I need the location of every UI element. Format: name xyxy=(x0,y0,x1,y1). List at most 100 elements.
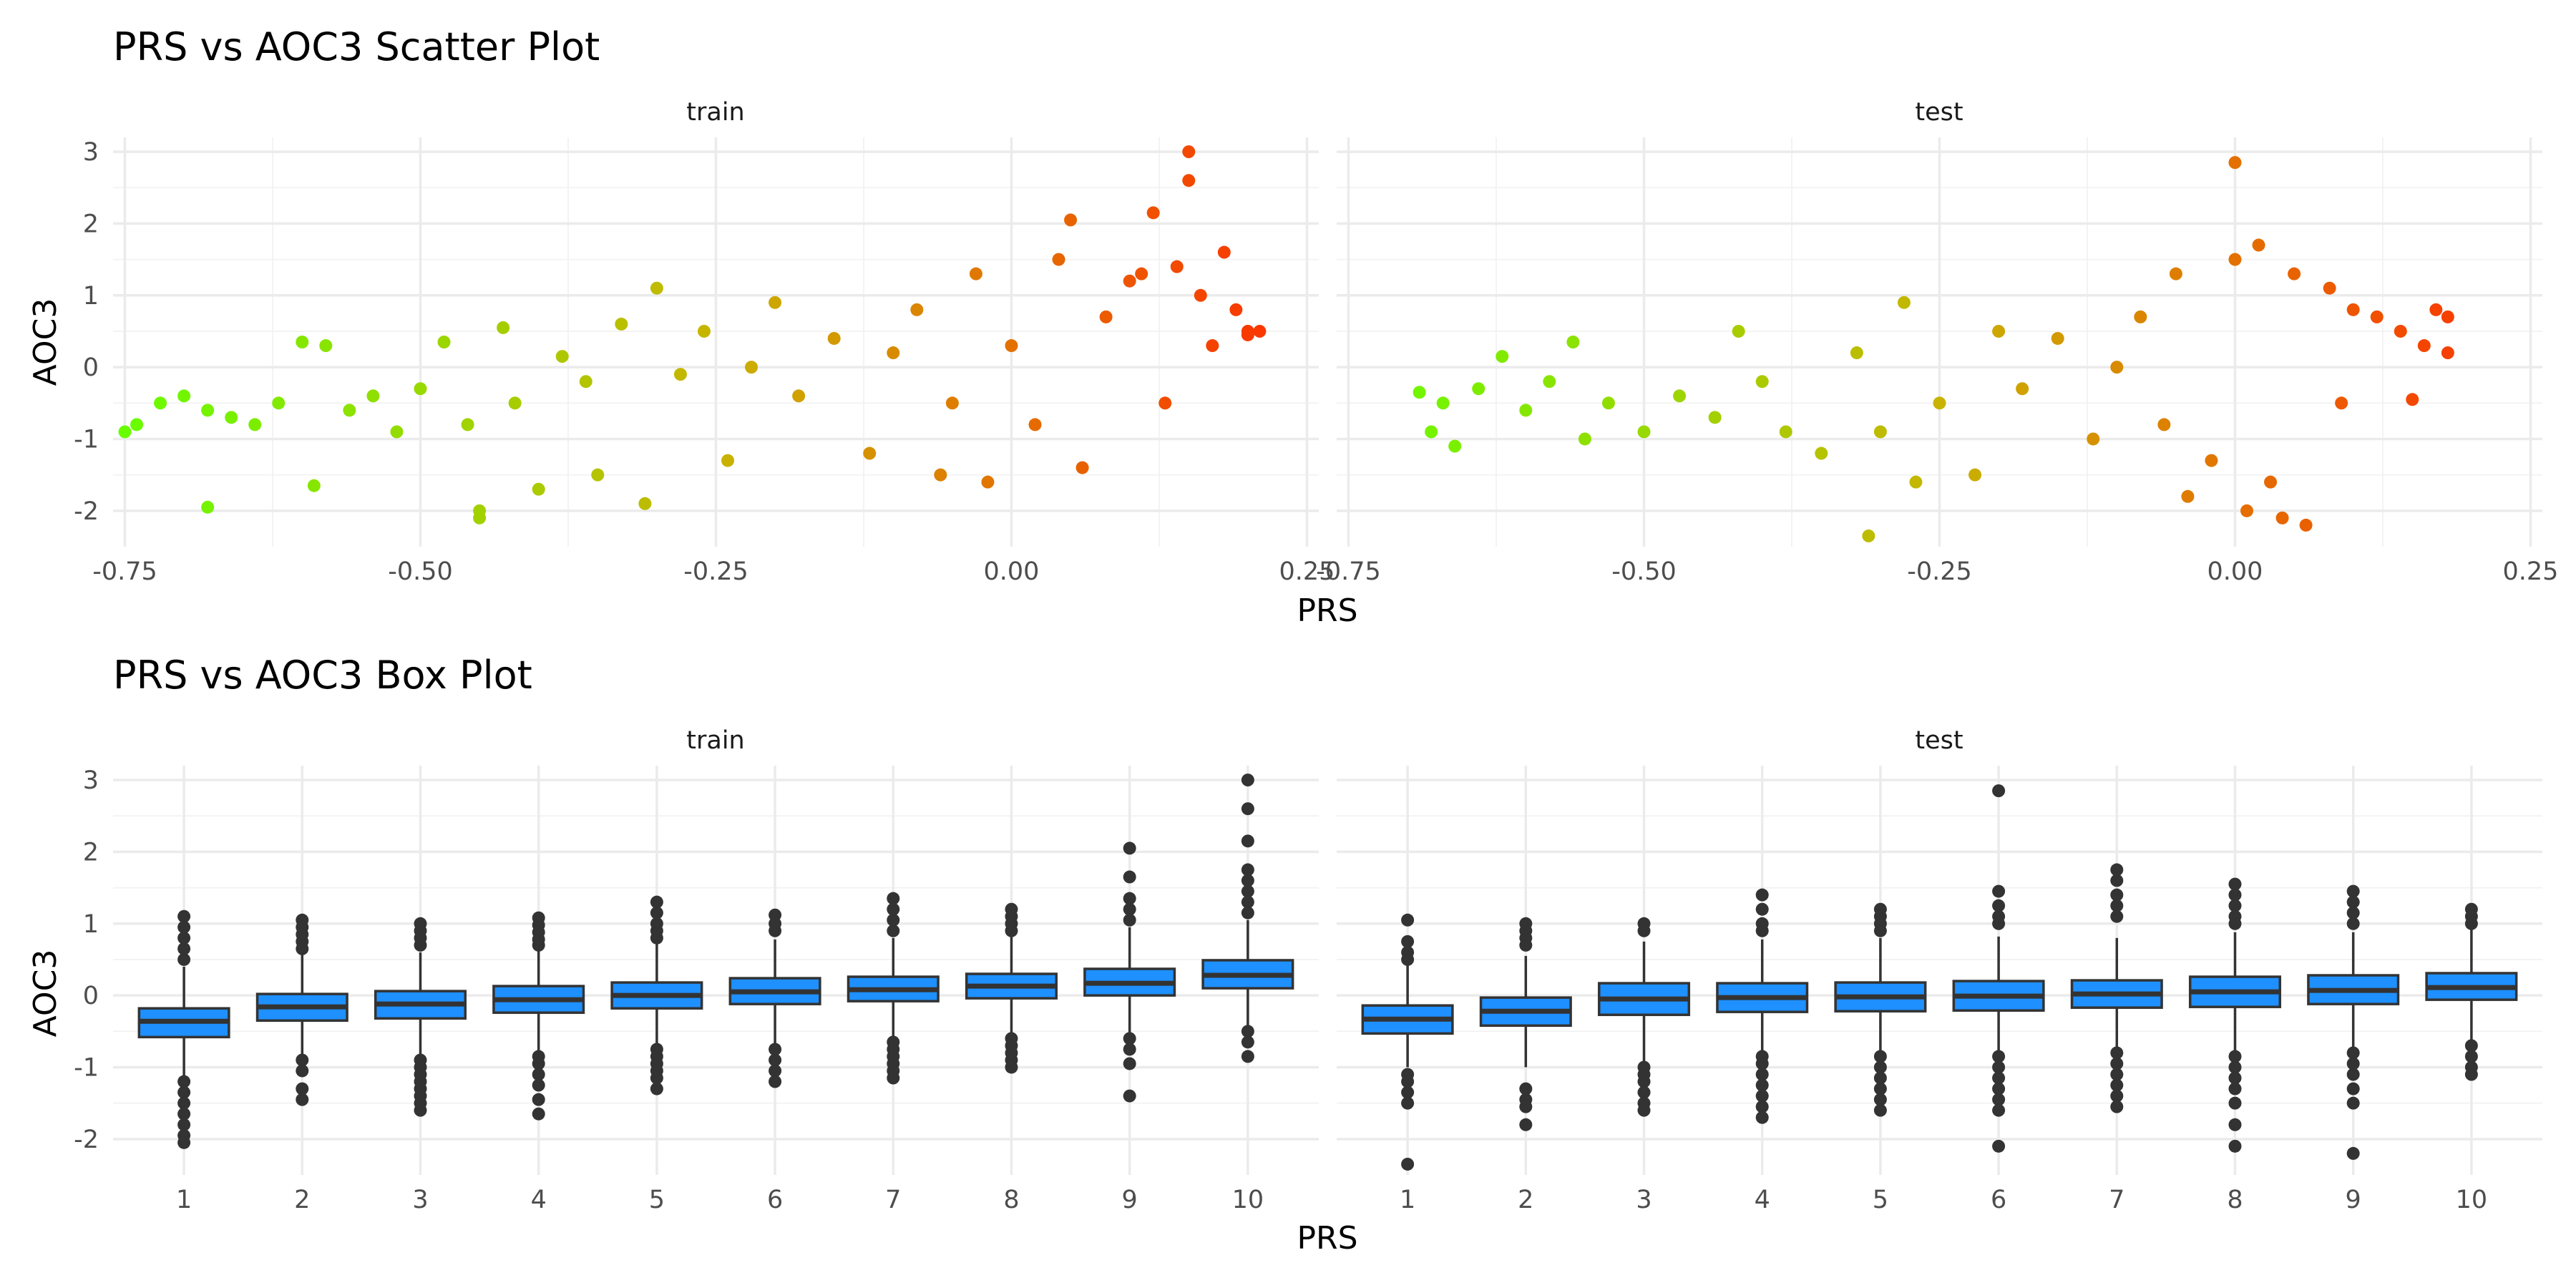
outlier-point xyxy=(1873,1050,1887,1063)
outlier-point xyxy=(1241,895,1254,909)
outlier-point xyxy=(2464,917,2478,930)
outlier-point xyxy=(1992,1082,2006,1096)
x-tick-label: 10 xyxy=(1232,1186,1264,1214)
scatter-point xyxy=(1413,386,1426,399)
scatter-point xyxy=(969,267,982,280)
outlier-point xyxy=(1755,1078,1769,1092)
scatter-point xyxy=(201,500,215,514)
scatter-point xyxy=(673,368,687,381)
outlier-point xyxy=(1755,902,1769,916)
scatter-point xyxy=(1075,461,1089,474)
x-tick-label: 9 xyxy=(2346,1186,2361,1214)
outlier-point xyxy=(887,1071,900,1085)
scatter-point xyxy=(2228,253,2242,266)
scatter-point xyxy=(1253,324,1267,338)
x-tick-label: 0.00 xyxy=(2207,557,2263,586)
outlier-point xyxy=(2228,899,2242,912)
outlier-point xyxy=(1873,1103,1887,1117)
scatter-point xyxy=(1206,339,1219,353)
box-strip-test: test xyxy=(1915,726,1963,755)
box-group xyxy=(374,917,467,1117)
scatter-point xyxy=(177,389,191,403)
outlier-point xyxy=(1401,913,1415,927)
scatter-panel-train: -0.75 -0.50 -0.25 0.00 0.25 -2 -1 0 1 2 3 xyxy=(74,137,1335,586)
y-tick-label: -1 xyxy=(74,425,99,454)
scatter-point xyxy=(532,482,545,496)
outlier-point xyxy=(1241,863,1254,877)
scatter-point xyxy=(1099,310,1113,323)
outlier-point xyxy=(177,942,191,955)
outlier-point xyxy=(177,1096,191,1110)
x-tick-label: 3 xyxy=(412,1186,428,1214)
outlier-point xyxy=(296,1082,309,1096)
outlier-point xyxy=(1401,1096,1415,1110)
x-tick-label: -0.50 xyxy=(1611,557,1677,586)
outlier-point xyxy=(2228,877,2242,891)
outlier-point xyxy=(177,1118,191,1131)
outlier-point xyxy=(1123,902,1136,916)
outlier-point xyxy=(2110,874,2124,887)
box-group xyxy=(1479,917,1572,1131)
outlier-point xyxy=(177,952,191,966)
box-group xyxy=(492,911,585,1121)
box-group xyxy=(1361,913,1454,1171)
x-tick-label: 4 xyxy=(1755,1186,1770,1214)
outlier-point xyxy=(2346,1068,2360,1081)
outlier-point xyxy=(177,1085,191,1099)
x-tick-label: 1 xyxy=(176,1186,192,1214)
scatter-point xyxy=(2110,361,2124,374)
outlier-point xyxy=(2464,1039,2478,1053)
outlier-point xyxy=(2110,1078,2124,1092)
scatter-point xyxy=(2299,518,2313,532)
scatter-point xyxy=(2157,418,2171,431)
outlier-point xyxy=(2228,1118,2242,1131)
box-group xyxy=(728,908,821,1088)
outlier-point xyxy=(2228,1096,2242,1110)
scatter-point xyxy=(1217,245,1231,259)
outlier-point xyxy=(2464,1050,2478,1063)
scatter-point xyxy=(248,418,262,431)
scatter-point xyxy=(2346,303,2360,316)
box-group xyxy=(1834,902,1927,1117)
outlier-point xyxy=(1005,924,1018,937)
scatter-point xyxy=(2205,454,2218,467)
outlier-point xyxy=(1123,892,1136,905)
scatter-strip-train: train xyxy=(686,98,744,127)
scatter-x-axis-title: PRS xyxy=(1297,592,1357,629)
outlier-point xyxy=(1241,774,1254,787)
outlier-point xyxy=(1401,935,1415,948)
outlier-point xyxy=(2110,1100,2124,1113)
scatter-point xyxy=(2240,504,2254,517)
outlier-point xyxy=(1123,1043,1136,1056)
scatter-point xyxy=(508,396,522,410)
outlier-point xyxy=(2346,1082,2360,1096)
scatter-point xyxy=(1241,328,1254,341)
x-tick-label: 6 xyxy=(767,1186,783,1214)
scatter-point xyxy=(154,396,167,410)
outlier-point xyxy=(1123,870,1136,884)
box-y-axis-title: AOC3 xyxy=(27,950,64,1038)
outlier-point xyxy=(2228,1071,2242,1085)
scatter-point xyxy=(2181,489,2195,503)
scatter-point xyxy=(1448,439,1462,453)
outlier-point xyxy=(296,942,309,955)
scatter-point xyxy=(296,336,309,348)
outlier-point xyxy=(2228,1060,2242,1074)
box-group xyxy=(1716,888,1809,1124)
outlier-point xyxy=(414,1103,427,1117)
outlier-point xyxy=(650,906,663,919)
outlier-point xyxy=(2110,899,2124,912)
scatter-point xyxy=(390,425,404,439)
scatter-point xyxy=(1933,396,1946,410)
outlier-point xyxy=(769,1075,782,1088)
x-tick-label: 7 xyxy=(885,1186,901,1214)
outlier-point xyxy=(177,920,191,934)
scatter-point xyxy=(1229,303,1243,316)
outlier-point xyxy=(2228,1082,2242,1096)
outlier-point xyxy=(2228,888,2242,902)
scatter-point xyxy=(319,339,333,353)
outlier-point xyxy=(1401,1157,1415,1171)
scatter-point xyxy=(910,303,924,316)
scatter-point xyxy=(1182,174,1196,187)
box-group xyxy=(2188,877,2282,1153)
